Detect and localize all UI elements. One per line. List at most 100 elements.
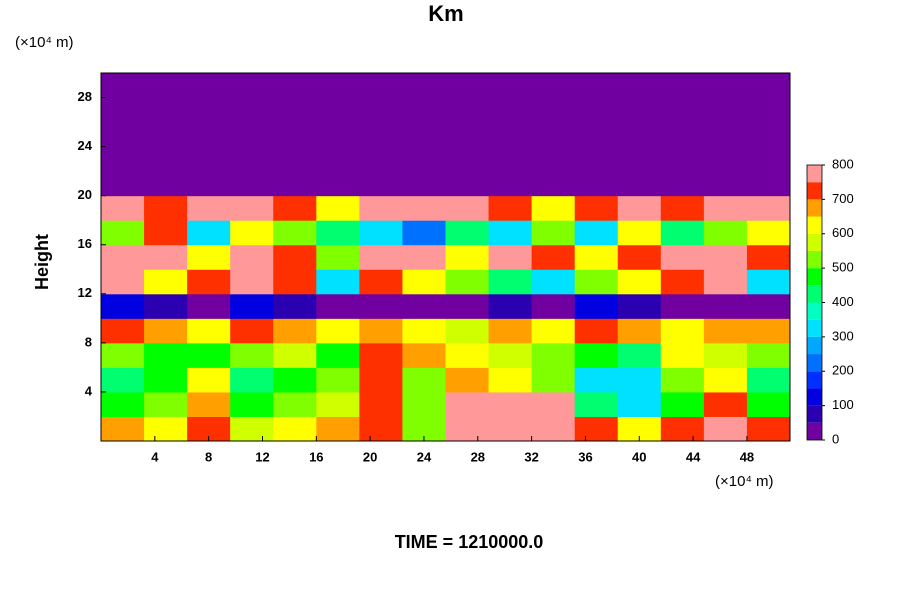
field-cell xyxy=(359,318,403,344)
field-cell xyxy=(316,269,360,295)
field-cell xyxy=(574,391,619,417)
colorbar-tick-label: 800 xyxy=(832,156,854,171)
field-cell xyxy=(531,367,576,393)
field-cell xyxy=(488,391,533,417)
field-cell xyxy=(402,269,446,295)
field-cell xyxy=(746,195,791,221)
field-cell xyxy=(488,244,533,270)
field-cell xyxy=(746,73,791,197)
x-tick-label: 20 xyxy=(363,449,377,464)
field-cell xyxy=(746,367,791,393)
x-tick-label: 4 xyxy=(151,449,159,464)
x-tick-label: 28 xyxy=(471,449,485,464)
field-cell xyxy=(402,318,446,344)
field-cell xyxy=(488,342,533,368)
y-tick-label: 16 xyxy=(78,236,92,251)
field-cell xyxy=(316,391,360,417)
field-cell xyxy=(531,391,576,417)
field-cell xyxy=(660,244,705,270)
field-cell xyxy=(230,367,274,393)
field-cell xyxy=(445,244,490,270)
field-cell xyxy=(230,220,274,246)
x-tick-label: 32 xyxy=(524,449,538,464)
field-cell xyxy=(230,73,274,197)
colorbar-tick-label: 700 xyxy=(832,191,854,206)
field-cell xyxy=(230,318,274,344)
field-cell xyxy=(230,269,274,295)
field-cell xyxy=(144,318,188,344)
field-cell xyxy=(617,73,662,197)
colorbar-tick-label: 100 xyxy=(832,397,854,412)
x-tick-label: 12 xyxy=(255,449,269,464)
field-cell xyxy=(144,293,188,319)
field-cell xyxy=(316,293,360,319)
field-cell xyxy=(316,244,360,270)
field-cell xyxy=(660,73,705,197)
field-cell xyxy=(273,269,317,295)
colorbar-band xyxy=(807,268,822,286)
field-cell xyxy=(574,220,619,246)
colorbar-band xyxy=(807,354,822,372)
field-cell xyxy=(660,293,705,319)
field-cell xyxy=(101,416,145,442)
field-cell xyxy=(746,244,791,270)
colorbar-band xyxy=(807,285,822,303)
field-cell xyxy=(703,416,748,442)
field-cell xyxy=(273,342,317,368)
field-cell xyxy=(316,318,360,344)
field-cell xyxy=(187,391,231,417)
field-cell xyxy=(402,342,446,368)
field-cell xyxy=(273,244,317,270)
field-cell xyxy=(273,220,317,246)
field-cell xyxy=(488,318,533,344)
field-cell xyxy=(531,318,576,344)
field-cell xyxy=(445,367,490,393)
field-cell xyxy=(488,367,533,393)
colorbar-band xyxy=(807,422,822,440)
field-cell xyxy=(359,391,403,417)
field-cell xyxy=(445,220,490,246)
field-cell xyxy=(531,416,576,442)
field-cell xyxy=(574,416,619,442)
field-cell xyxy=(617,244,662,270)
colorbar-band xyxy=(807,216,822,234)
field-cell xyxy=(316,367,360,393)
y-tick-label: 24 xyxy=(78,138,93,153)
field-cell xyxy=(660,367,705,393)
field-cell xyxy=(402,195,446,221)
field-cell xyxy=(187,293,231,319)
x-tick-label: 24 xyxy=(417,449,432,464)
field-cell xyxy=(617,220,662,246)
colorbar-tick-label: 400 xyxy=(832,294,854,309)
x-tick-label: 48 xyxy=(740,449,754,464)
field-cell xyxy=(703,367,748,393)
field-cell xyxy=(488,195,533,221)
field-cell xyxy=(402,244,446,270)
field-cell xyxy=(445,195,490,221)
field-cell xyxy=(488,220,533,246)
field-cell xyxy=(574,244,619,270)
field-cell xyxy=(531,244,576,270)
x-tick-label: 40 xyxy=(632,449,646,464)
field-cell xyxy=(574,195,619,221)
axes: 4 8 12 16 20 24 28 32 36 40 44 48481216202428010020… xyxy=(78,72,854,464)
field-cell xyxy=(273,195,317,221)
colorbar-band xyxy=(807,405,822,423)
field-cell xyxy=(617,367,662,393)
field xyxy=(101,73,791,442)
colorbar-band xyxy=(807,233,822,251)
field-cell xyxy=(273,318,317,344)
colorbar-tick-label: 300 xyxy=(832,328,854,343)
field-cell xyxy=(359,195,403,221)
colorbar-tick-label: 500 xyxy=(832,260,854,275)
colorbar-band xyxy=(807,371,822,389)
field-cell xyxy=(574,293,619,319)
field-cell xyxy=(359,73,403,197)
field-cell xyxy=(617,318,662,344)
field-cell xyxy=(746,391,791,417)
field-cell xyxy=(488,416,533,442)
field-cell xyxy=(703,391,748,417)
field-cell xyxy=(273,293,317,319)
field-cell xyxy=(660,195,705,221)
colorbar-band xyxy=(807,319,822,337)
